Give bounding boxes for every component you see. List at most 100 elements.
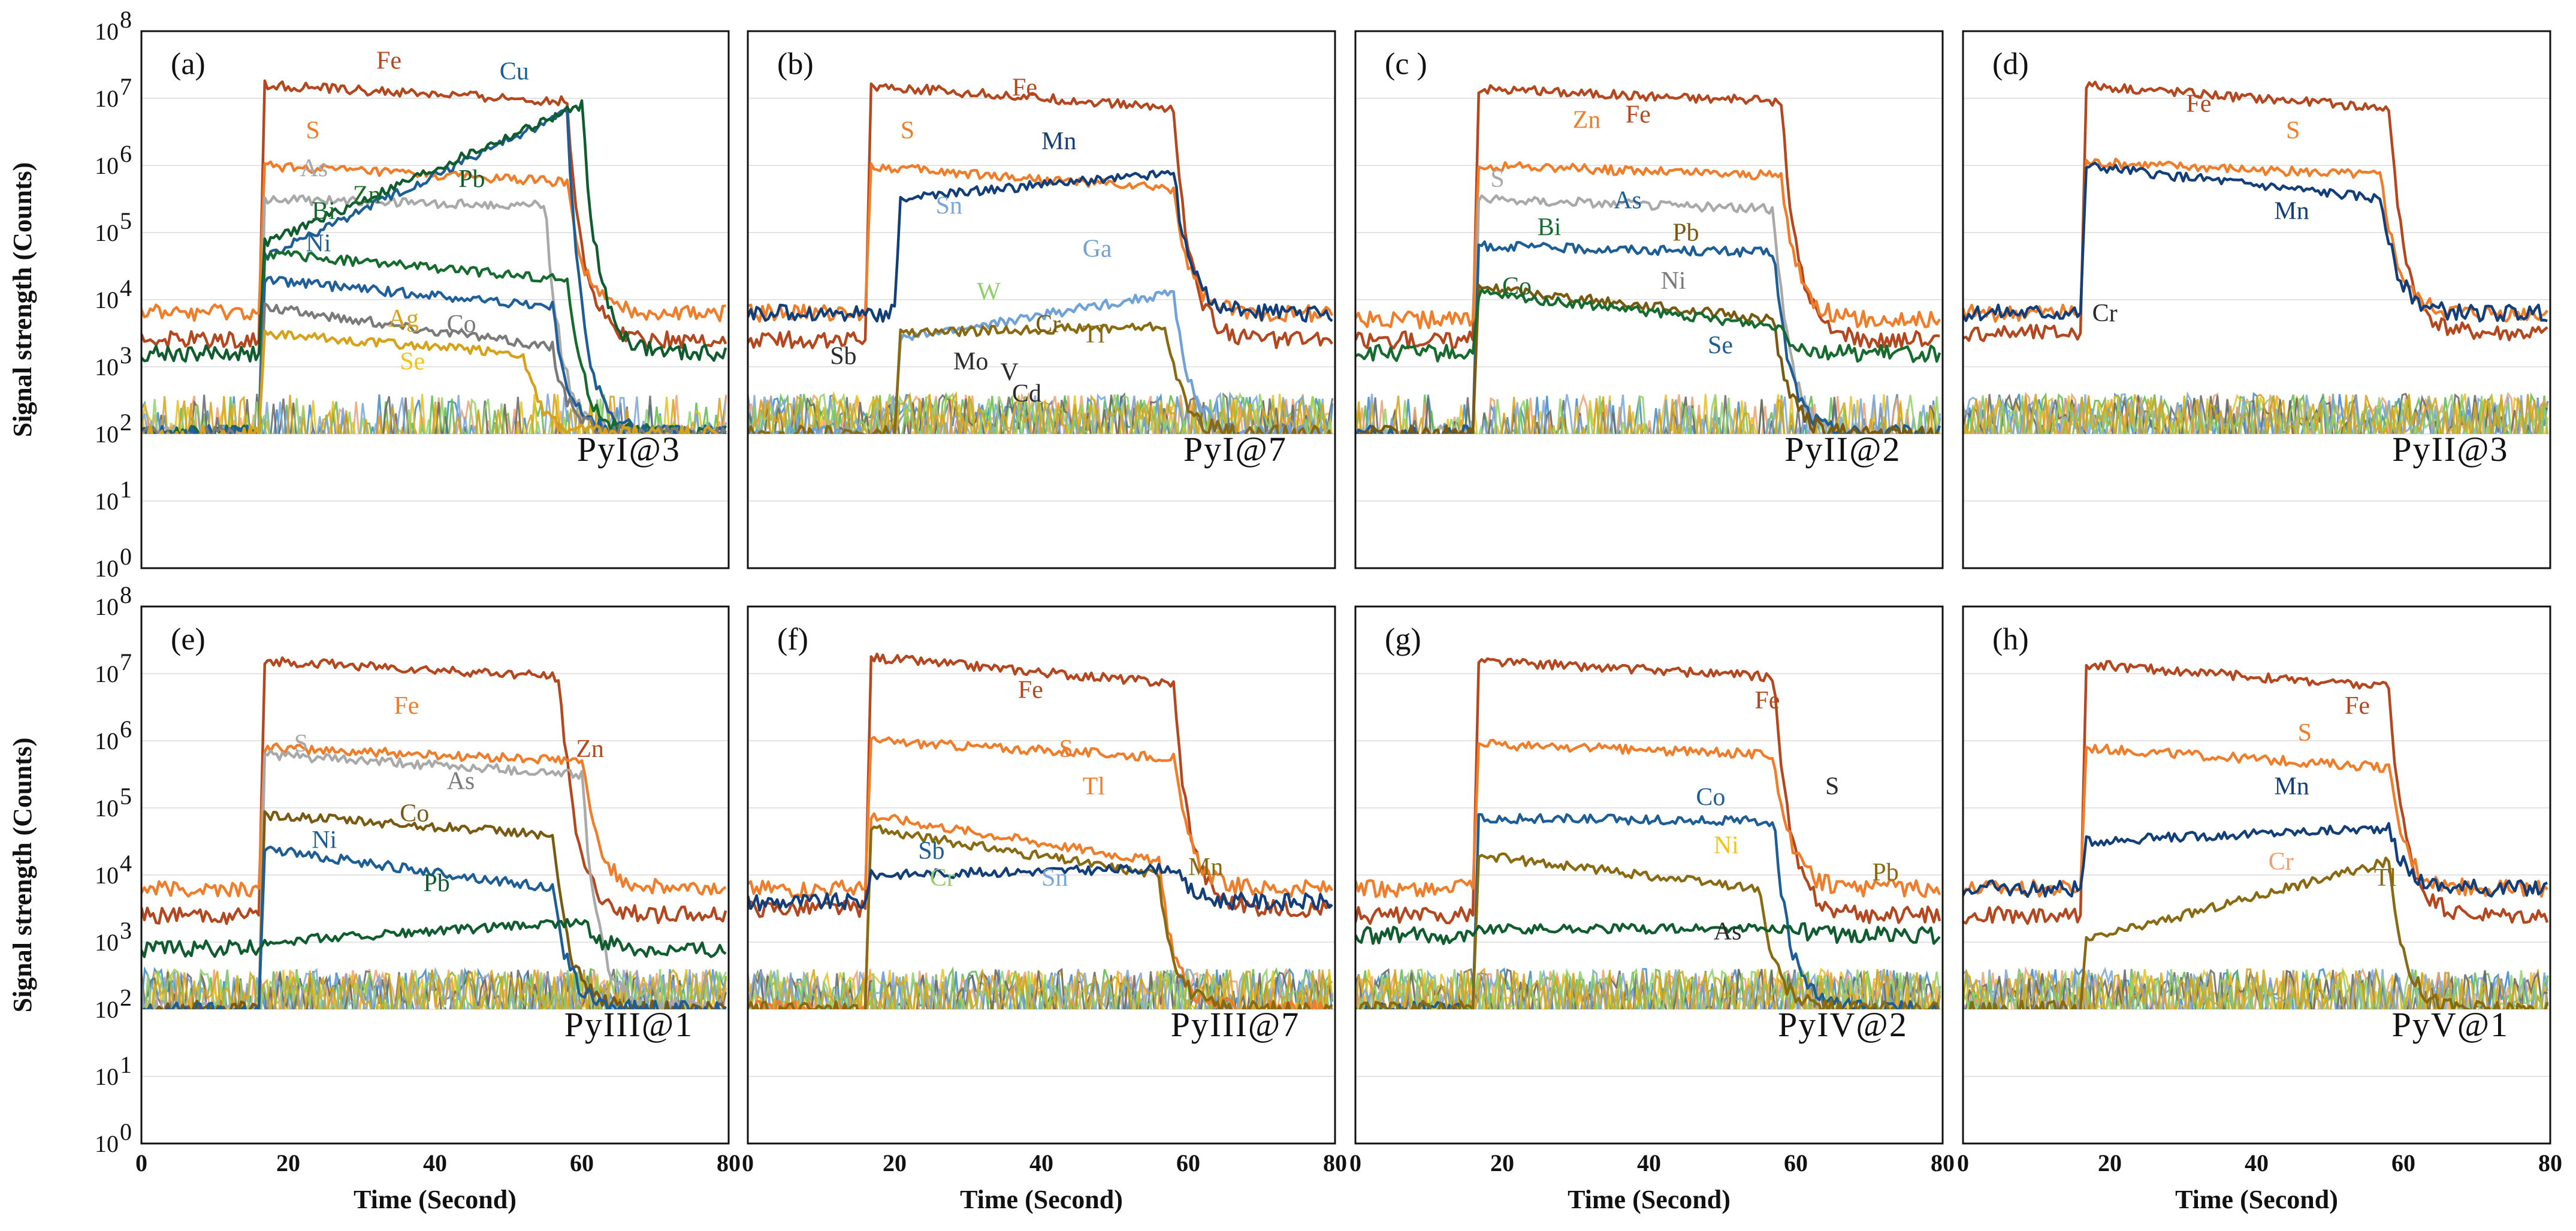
- element-label: Tl: [2374, 864, 2396, 892]
- noise-series: [1963, 968, 2549, 1009]
- y-tick-exponent: 1: [120, 476, 132, 503]
- series-group: [141, 656, 727, 1009]
- panel-4: (d) PyII@3 Fe S Mn Cr: [1962, 30, 2551, 569]
- element-label: Zn: [353, 182, 381, 209]
- panel-frame: [140, 605, 730, 1145]
- series-fe: [141, 656, 727, 925]
- series-tl: [748, 321, 1332, 434]
- element-label: Mn: [1188, 853, 1223, 881]
- sample-label: PyII@3: [2392, 430, 2508, 469]
- element-label: S: [901, 117, 914, 144]
- y-tick-exponent: 5: [120, 207, 132, 234]
- y-tick-exponent: 4: [120, 274, 132, 301]
- y-tick-label: 10: [95, 421, 119, 448]
- y-tick-exponent: 5: [120, 783, 132, 810]
- y-tick-exponent: 7: [120, 648, 132, 675]
- noise-series: [750, 967, 1330, 1009]
- element-label: Cr: [930, 864, 955, 892]
- series-cr: [155, 810, 726, 1009]
- y-tick-exponent: 8: [120, 6, 132, 33]
- element-label: Bi: [312, 198, 336, 225]
- element-label: Sb: [918, 837, 944, 865]
- element-label: Fe: [1754, 687, 1780, 714]
- series-tl: [1968, 856, 2549, 1009]
- series-mn: [1963, 822, 2548, 898]
- element-label: Bi: [1538, 213, 1562, 241]
- series-s: [1355, 738, 1941, 898]
- y-tick-exponent: 2: [120, 984, 132, 1011]
- y-tick-exponent: 0: [120, 543, 132, 570]
- x-tick-label: 0: [742, 1149, 754, 1176]
- element-label: S: [1059, 735, 1073, 763]
- sample-label: PyI@7: [1183, 430, 1287, 469]
- x-tick-label: 80: [1931, 1149, 1955, 1176]
- y-axis-label: Signal strength (Counts): [8, 162, 37, 438]
- panel-label: (c ): [1385, 47, 1427, 82]
- element-label: Fe: [1626, 101, 1651, 128]
- series-fe: [1355, 84, 1940, 350]
- noise-series: [1355, 967, 1941, 1009]
- series-ni: [141, 276, 727, 434]
- element-label: As: [1614, 187, 1642, 215]
- element-label: S: [1825, 773, 1839, 801]
- series-group: [748, 652, 1334, 1009]
- series-fe: [141, 79, 727, 349]
- x-tick-label: 80: [717, 1149, 741, 1176]
- x-tick-label: 40: [1029, 1149, 1053, 1176]
- element-label: Mn: [2274, 198, 2309, 225]
- x-tick-label: 80: [2538, 1149, 2562, 1176]
- panel-frame: [1354, 30, 1944, 569]
- y-tick-label: 10: [95, 152, 119, 179]
- panel-label: (b): [777, 47, 814, 82]
- y-axis-label: Signal strength (Counts): [8, 738, 37, 1013]
- noise-series: [1355, 396, 1934, 434]
- noise-series: [1963, 393, 2548, 434]
- noise-series: [1355, 967, 1941, 1009]
- series-s: [748, 735, 1333, 898]
- series-cu: [1355, 240, 1941, 434]
- x-tick-label: 40: [423, 1149, 447, 1176]
- element-label: Pb: [1872, 859, 1898, 886]
- element-label: S: [294, 730, 308, 758]
- panel-7: (g) PyIV@2 Fe S Co Ni Pb As 0 20 40 60 80 Time (Secon…: [1349, 605, 1955, 1214]
- x-tick-label: 20: [2098, 1149, 2122, 1176]
- x-tick-label: 20: [883, 1149, 907, 1176]
- sample-label: PyIII@1: [564, 1005, 694, 1044]
- element-label: S: [2286, 117, 2300, 144]
- x-tick-label: 40: [2245, 1149, 2269, 1176]
- element-label: V: [1000, 358, 1018, 386]
- panel-label: (e): [171, 623, 206, 657]
- sample-label: PyI@3: [577, 430, 681, 469]
- x-tick-label: 0: [1957, 1149, 1969, 1176]
- x-axis-label: Time (Second): [1568, 1185, 1731, 1214]
- series-group: [141, 79, 727, 434]
- series-group: [1963, 80, 2549, 434]
- noise-series: [748, 968, 1334, 1009]
- sample-label: PyIV@2: [1778, 1005, 1908, 1044]
- element-label: Pb: [423, 870, 449, 897]
- series-fe: [748, 82, 1333, 349]
- y-tick-exponent: 6: [120, 716, 132, 743]
- series-mn: [748, 862, 1333, 912]
- y-tick-exponent: 2: [120, 409, 132, 436]
- series-cu: [141, 108, 726, 434]
- element-label: Pb: [1672, 219, 1699, 246]
- series-pb: [141, 918, 727, 958]
- x-tick-label: 60: [2391, 1149, 2415, 1176]
- element-label: Se: [1708, 332, 1733, 360]
- element-label: Mo: [953, 348, 988, 375]
- element-label: Pb: [458, 165, 485, 193]
- x-axis-label: Time (Second): [354, 1185, 517, 1214]
- noise-series: [141, 967, 727, 1009]
- y-tick-label: 10: [95, 795, 119, 822]
- element-label: Tl: [1083, 773, 1105, 801]
- sample-label: PyII@2: [1784, 430, 1901, 469]
- panel-frame: [140, 30, 730, 569]
- series-mn: [748, 170, 1333, 323]
- y-tick-exponent: 1: [120, 1051, 132, 1078]
- element-label: Mn: [2274, 773, 2309, 801]
- series-group: [1963, 660, 2549, 1009]
- element-label: As: [1714, 918, 1742, 946]
- y-tick-exponent: 4: [120, 850, 132, 877]
